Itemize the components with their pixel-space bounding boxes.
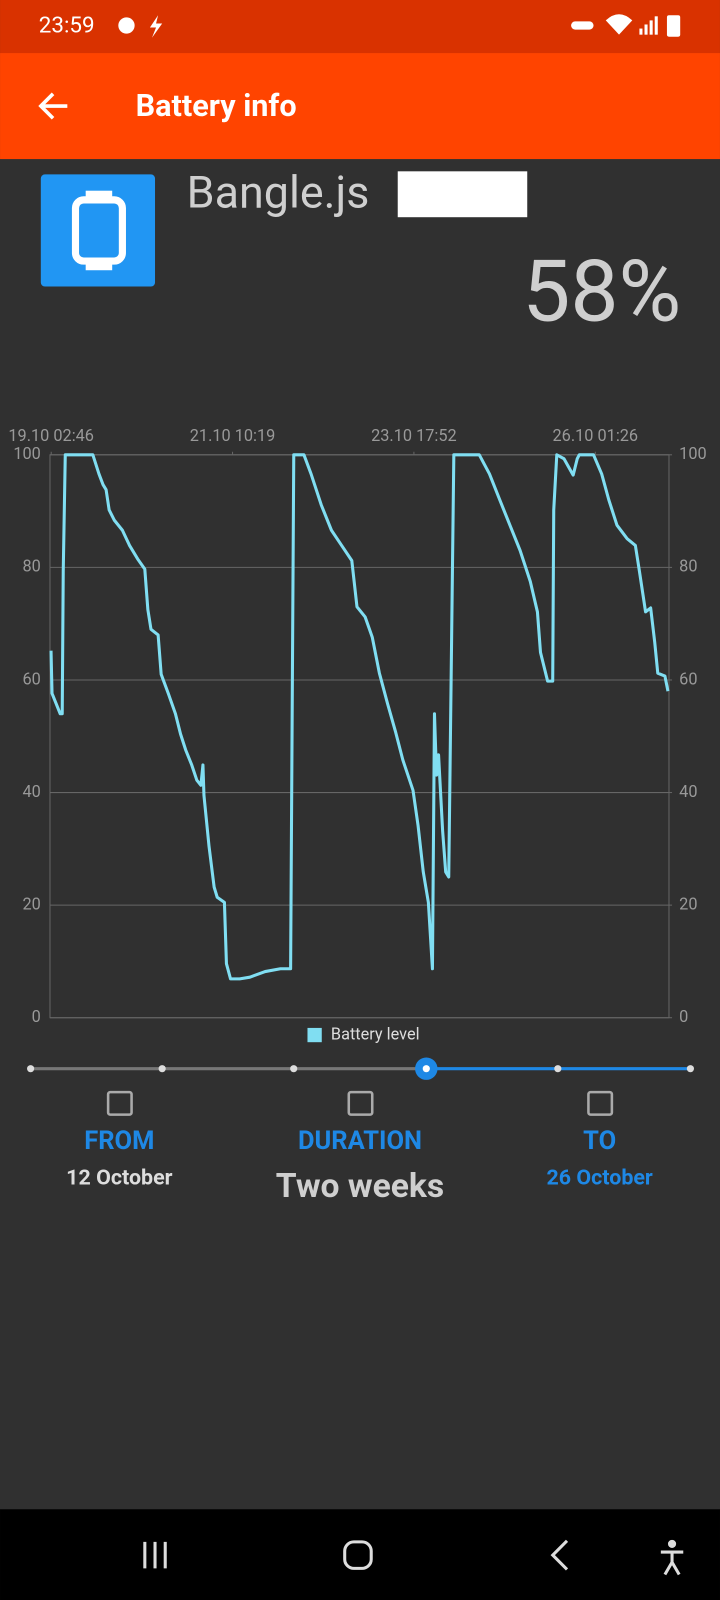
to-label[interactable]: TO <box>583 1126 616 1156</box>
redacted-box <box>397 171 528 218</box>
status-icons <box>118 14 681 38</box>
y-tick-label: 40 <box>22 782 40 801</box>
y-tick-label: 80 <box>22 557 40 576</box>
duration-value[interactable]: Two weeks <box>276 1167 444 1206</box>
legend-swatch <box>307 1027 322 1043</box>
status-icon <box>571 21 594 30</box>
slider-stop[interactable] <box>554 1065 562 1073</box>
nav-bar <box>0 1509 720 1600</box>
app-title: Battery info <box>136 89 297 124</box>
x-tick-label: 23.10 17:52 <box>371 426 457 445</box>
status-time: 23:59 <box>39 12 95 38</box>
status-icon <box>649 20 653 35</box>
calendar-icon[interactable] <box>587 1090 614 1116</box>
from-date[interactable]: 12 October <box>66 1165 172 1190</box>
y-tick-label: 20 <box>22 894 40 913</box>
slider-stop[interactable] <box>158 1065 166 1073</box>
from-label[interactable]: FROM <box>84 1126 154 1156</box>
slider-stop[interactable] <box>686 1065 694 1073</box>
home-button[interactable] <box>343 1540 373 1570</box>
duration-label[interactable]: DURATION <box>298 1126 422 1156</box>
status-icon <box>639 28 643 35</box>
y2-tick-label: 100 <box>679 444 706 463</box>
status-icon <box>118 17 135 34</box>
status-icon <box>605 14 633 35</box>
device-icon <box>40 174 156 287</box>
y2-tick-label: 40 <box>679 782 697 801</box>
status-icon <box>149 15 163 38</box>
y-tick-label: 100 <box>13 444 40 463</box>
y-tick-label: 0 <box>32 1007 41 1026</box>
status-icon <box>644 24 648 35</box>
calendar-icon[interactable] <box>106 1090 133 1116</box>
x-tick-label: 21.10 10:19 <box>190 426 276 445</box>
y-tick-label: 60 <box>22 669 40 688</box>
nav-buttons <box>143 1539 684 1576</box>
accessibility-head <box>667 1539 677 1548</box>
slider-stop[interactable] <box>27 1065 35 1073</box>
slider-stop[interactable] <box>290 1065 298 1073</box>
y2-tick-label: 20 <box>679 894 697 913</box>
back-button[interactable] <box>38 92 68 120</box>
legend-label: Battery level <box>331 1024 420 1043</box>
app-bar <box>0 53 720 160</box>
watch-face <box>71 196 126 265</box>
battery-percent: 58% <box>522 241 681 341</box>
y2-tick-label: 0 <box>679 1007 688 1026</box>
calendar-icon[interactable] <box>347 1090 374 1116</box>
y2-tick-label: 60 <box>679 669 697 688</box>
x-tick-label: 19.10 02:46 <box>8 426 94 445</box>
x-tick-label: 26.10 01:26 <box>553 426 639 445</box>
recent-apps-button[interactable] <box>143 1541 167 1569</box>
calendar-icons <box>106 1090 614 1116</box>
y2-tick-label: 80 <box>679 557 697 576</box>
to-date[interactable]: 26 October <box>547 1165 653 1190</box>
status-icon <box>666 15 681 37</box>
slider-thumb-dot <box>422 1065 430 1073</box>
back-nav-button[interactable] <box>550 1539 569 1571</box>
accessibility-button[interactable] <box>660 1550 684 1576</box>
device-name: Bangle.js <box>187 166 370 219</box>
battery-line <box>49 453 670 981</box>
status-icon <box>654 16 658 35</box>
